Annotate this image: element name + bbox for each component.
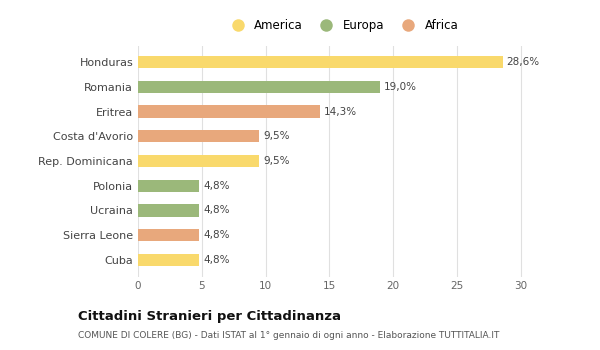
- Legend: America, Europa, Africa: America, Europa, Africa: [221, 14, 463, 37]
- Text: 14,3%: 14,3%: [324, 107, 357, 117]
- Text: 4,8%: 4,8%: [203, 181, 230, 191]
- Text: 9,5%: 9,5%: [263, 131, 289, 141]
- Text: 4,8%: 4,8%: [203, 205, 230, 215]
- Bar: [138, 229, 199, 241]
- Text: 4,8%: 4,8%: [203, 255, 230, 265]
- Bar: [138, 254, 199, 266]
- Text: Cittadini Stranieri per Cittadinanza: Cittadini Stranieri per Cittadinanza: [78, 310, 341, 323]
- Bar: [138, 105, 320, 118]
- Text: 28,6%: 28,6%: [506, 57, 539, 67]
- Bar: [138, 130, 259, 142]
- Bar: [138, 180, 199, 192]
- Bar: [138, 155, 259, 167]
- Bar: [138, 204, 199, 217]
- Bar: [138, 81, 380, 93]
- Bar: [138, 56, 503, 68]
- Text: 19,0%: 19,0%: [384, 82, 417, 92]
- Text: 4,8%: 4,8%: [203, 230, 230, 240]
- Text: COMUNE DI COLERE (BG) - Dati ISTAT al 1° gennaio di ogni anno - Elaborazione TUT: COMUNE DI COLERE (BG) - Dati ISTAT al 1°…: [78, 331, 499, 340]
- Text: 9,5%: 9,5%: [263, 156, 289, 166]
